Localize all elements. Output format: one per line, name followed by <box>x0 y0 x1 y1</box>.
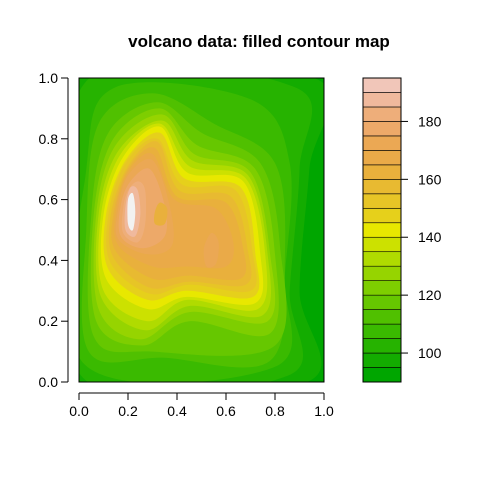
y-axis: 0.0 0.2 0.4 0.6 0.8 1.0 <box>39 70 68 390</box>
plot-area <box>50 52 331 409</box>
legend-swatch-145 <box>363 208 401 222</box>
legend-swatch-150 <box>363 194 401 208</box>
legend-swatch-185 <box>363 92 401 106</box>
legend-tick-label: 120 <box>418 287 442 303</box>
legend-swatch-170 <box>363 136 401 150</box>
legend-tick-label: 140 <box>418 229 442 245</box>
x-tick-label: 1.0 <box>314 403 334 419</box>
legend-swatch-105 <box>363 324 401 338</box>
y-tick-label: 0.4 <box>39 252 59 268</box>
legend-tick-label: 160 <box>418 171 442 187</box>
legend-swatch-130 <box>363 252 401 266</box>
legend-swatch-165 <box>363 150 401 164</box>
legend-swatch-180 <box>363 107 401 121</box>
legend-swatch-120 <box>363 281 401 295</box>
x-tick-label: 0.6 <box>216 403 236 419</box>
legend-swatch-110 <box>363 310 401 324</box>
legend-swatch-190 <box>363 78 401 92</box>
legend-swatch-135 <box>363 237 401 251</box>
contour-band-195 <box>127 193 135 231</box>
y-tick-label: 0.2 <box>39 313 59 329</box>
chart-title: volcano data: filled contour map <box>128 32 390 51</box>
y-tick-label: 0.6 <box>39 192 59 208</box>
legend-axis: 100 120 140 160 180 <box>401 113 442 361</box>
legend-swatches <box>363 78 401 382</box>
legend-swatch-90 <box>363 368 401 382</box>
legend-tick-label: 180 <box>418 113 442 129</box>
legend-swatch-160 <box>363 165 401 179</box>
contour-fills <box>50 52 331 409</box>
y-tick-label: 1.0 <box>39 70 59 86</box>
legend-swatch-100 <box>363 339 401 353</box>
legend-swatch-125 <box>363 266 401 280</box>
legend-swatch-140 <box>363 223 401 237</box>
x-tick-label: 0.0 <box>69 403 89 419</box>
y-tick-label: 0.0 <box>39 374 59 390</box>
legend-swatch-175 <box>363 121 401 135</box>
legend-swatch-155 <box>363 179 401 193</box>
x-axis: 0.0 0.2 0.4 0.6 0.8 1.0 <box>69 393 334 419</box>
color-legend: 100 120 140 160 180 <box>363 78 442 382</box>
x-tick-label: 0.2 <box>118 403 138 419</box>
legend-swatch-95 <box>363 353 401 367</box>
x-tick-label: 0.8 <box>265 403 285 419</box>
y-tick-label: 0.8 <box>39 131 59 147</box>
x-tick-label: 0.4 <box>167 403 187 419</box>
legend-swatch-115 <box>363 295 401 309</box>
legend-tick-label: 100 <box>418 345 442 361</box>
